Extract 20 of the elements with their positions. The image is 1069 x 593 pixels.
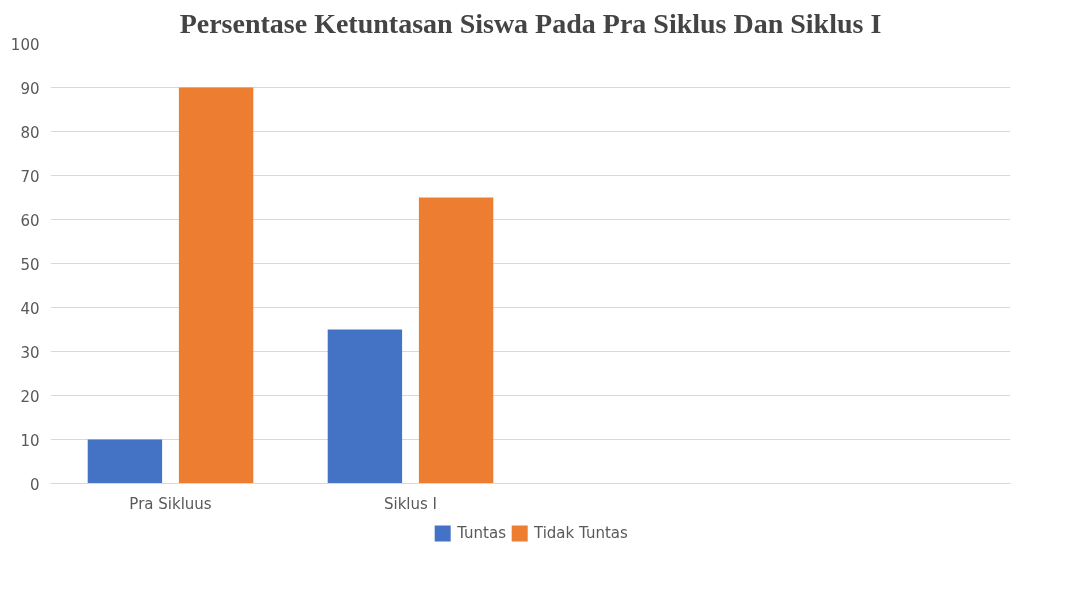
y-tick-label: 40 bbox=[20, 299, 40, 318]
bar bbox=[327, 329, 403, 484]
y-tick-label: 50 bbox=[20, 255, 40, 274]
y-tick-label: 0 bbox=[29, 475, 40, 494]
y-tick-label: 30 bbox=[20, 343, 40, 362]
x-tick-label: Siklus I bbox=[383, 494, 438, 513]
y-tick-label: 80 bbox=[20, 123, 40, 142]
bar bbox=[418, 197, 494, 484]
legend-label: Tuntas bbox=[457, 524, 506, 542]
y-tick-label: 10 bbox=[20, 431, 40, 450]
bar bbox=[178, 87, 254, 484]
legend-label: Tidak Tuntas bbox=[533, 524, 628, 542]
y-tick-label: 60 bbox=[20, 211, 40, 230]
y-tick-label: 90 bbox=[20, 79, 40, 98]
chart-title: Persentase Ketuntasan Siswa Pada Pra Siklus Dan Siklus I bbox=[179, 7, 882, 39]
y-tick-label: 20 bbox=[20, 387, 40, 406]
y-tick-label: 70 bbox=[20, 167, 40, 186]
x-tick-label: Pra Sikluus bbox=[129, 494, 212, 513]
y-tick-label: 100 bbox=[10, 35, 40, 54]
bar bbox=[87, 439, 163, 484]
